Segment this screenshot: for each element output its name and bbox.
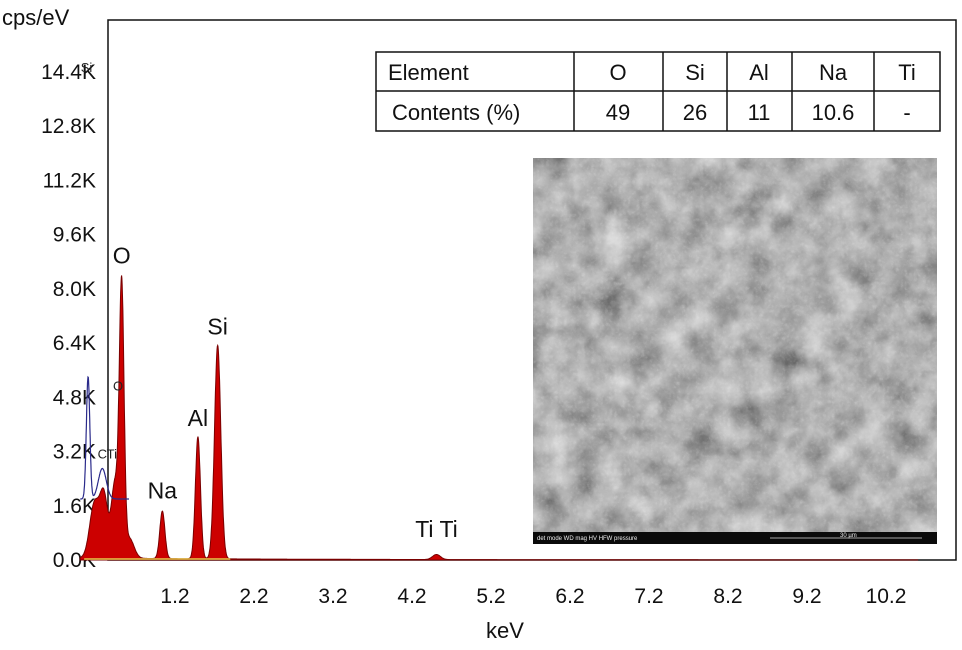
sem-info-bar: det mode WD mag HV HFW pressure <box>537 536 638 542</box>
y-tick-label: 11.2K <box>43 169 96 192</box>
x-tick-label: 3.2 <box>318 585 347 608</box>
table-cell-na: 10.6 <box>812 100 855 125</box>
table-cell-si: 26 <box>683 100 707 125</box>
table-cell-o: 49 <box>606 100 630 125</box>
composition-table: Element O Si Al Na Ti Contents (%) 49 26… <box>375 51 941 132</box>
x-axis-title: keV <box>486 618 524 643</box>
peak-label: O <box>113 242 131 268</box>
minor-peak-label: Ti <box>107 446 117 461</box>
x-tick-label: 2.2 <box>239 585 268 608</box>
y-tick-label: 3.2K <box>53 441 96 464</box>
x-tick-label: 10.2 <box>866 585 907 608</box>
x-tick-label: 5.2 <box>476 585 505 608</box>
y-tick-label: 8.0K <box>53 278 96 301</box>
minor-peak-label: Si <box>81 60 93 75</box>
table-header-al: Al <box>749 60 769 85</box>
table-header-na: Na <box>819 60 848 85</box>
x-tick-labels: 1.2 2.2 3.2 4.2 5.2 6.2 7.2 8.2 9.2 10.2 <box>160 585 906 608</box>
y-tick-label: 6.4K <box>53 332 96 355</box>
y-tick-label: 9.6K <box>53 224 96 247</box>
x-tick-label: 4.2 <box>397 585 426 608</box>
x-tick-label: 6.2 <box>555 585 584 608</box>
minor-peak-labels: Si C Ti O <box>81 60 123 461</box>
x-tick-label: 9.2 <box>792 585 821 608</box>
sem-micrograph-inset: det mode WD mag HV HFW pressure 30 µm <box>533 158 937 544</box>
peak-label: Si <box>207 314 227 340</box>
peak-label: Al <box>188 405 208 431</box>
spectrum-area <box>79 275 919 561</box>
table-cell-al: 11 <box>748 100 771 125</box>
peak-labels: O Na Al Si Ti Ti <box>113 242 458 542</box>
minor-peak-label: O <box>113 379 123 394</box>
peak-label: Na <box>148 478 178 504</box>
y-axis-title: cps/eV <box>2 5 70 30</box>
table-header-o: O <box>609 60 626 85</box>
x-tick-label: 1.2 <box>160 585 189 608</box>
sem-scale-bar-label: 30 µm <box>840 533 857 539</box>
x-tick-label: 7.2 <box>634 585 663 608</box>
x-tick-label: 8.2 <box>713 585 742 608</box>
y-tick-label: 4.8K <box>53 386 96 409</box>
table-header-element: Element <box>388 60 469 85</box>
minor-peak-label: C <box>98 446 107 461</box>
y-tick-labels: 0.0K1.6K3.2K4.8K6.4K8.0K9.6K11.2K12.8K14… <box>41 61 96 572</box>
y-tick-label: 14.4K <box>41 61 96 84</box>
table-cell-ti: - <box>903 100 910 125</box>
spectrum-layer <box>79 275 919 561</box>
y-tick-label: 1.6K <box>53 495 96 518</box>
table-header-ti: Ti <box>898 60 916 85</box>
y-tick-label: 12.8K <box>41 115 96 138</box>
table-row-label: Contents (%) <box>392 100 520 125</box>
table-header-si: Si <box>685 60 705 85</box>
reference-trace <box>80 375 129 500</box>
peak-label: Ti Ti <box>415 516 458 542</box>
